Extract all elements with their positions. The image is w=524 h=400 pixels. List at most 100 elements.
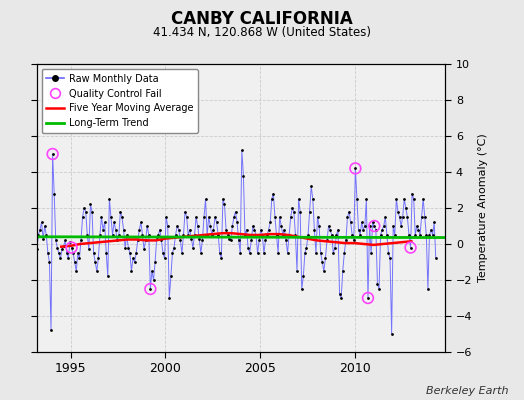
Point (152, 235, 161, 242)
Point (225, 235, 233, 242)
Point (249, 223, 257, 229)
Point (283, 250, 292, 256)
Point (64, 255, 72, 262)
Point (320, 268, 328, 274)
Point (373, 280, 381, 287)
Point (279, 232, 287, 238)
Point (406, 244, 414, 251)
Point (53, 244, 61, 251)
Point (39, 235, 47, 242)
Point (403, 214, 411, 220)
Point (146, 286, 155, 292)
Point (167, 273, 175, 280)
Point (219, 196, 227, 202)
Point (146, 286, 155, 292)
Point (208, 232, 216, 238)
Point (348, 232, 356, 238)
Point (290, 208, 298, 215)
Point (272, 232, 281, 238)
Point (244, 244, 253, 251)
Point (367, 250, 375, 256)
Point (345, 208, 353, 215)
Text: Berkeley Earth: Berkeley Earth (426, 386, 508, 396)
Point (304, 232, 312, 238)
Point (68, 244, 76, 251)
Point (124, 244, 133, 251)
Point (383, 232, 391, 238)
Point (260, 250, 268, 256)
Point (107, 214, 115, 220)
Point (276, 214, 284, 220)
Point (112, 226, 120, 233)
Point (170, 244, 178, 251)
Point (394, 208, 402, 215)
Point (342, 237, 350, 244)
Point (62, 250, 71, 256)
Point (332, 232, 341, 238)
Point (159, 250, 167, 256)
Point (140, 246, 148, 253)
Point (337, 295, 345, 301)
Point (370, 223, 378, 229)
Point (58, 246, 66, 253)
Point (61, 237, 69, 244)
Point (265, 226, 273, 233)
Point (154, 232, 162, 238)
Point (398, 214, 407, 220)
Point (66, 239, 74, 245)
Point (362, 196, 370, 202)
Point (326, 226, 334, 233)
Point (397, 223, 405, 229)
Point (42, 232, 50, 238)
Point (157, 237, 166, 244)
Text: 41.434 N, 120.868 W (United States): 41.434 N, 120.868 W (United States) (153, 26, 371, 39)
Point (418, 214, 426, 220)
Point (356, 232, 364, 238)
Point (69, 250, 78, 256)
Point (48, 151, 57, 157)
Point (190, 232, 199, 238)
Point (138, 232, 147, 238)
Point (301, 250, 309, 256)
Point (94, 255, 103, 262)
Point (233, 219, 241, 226)
Text: CANBY CALIFORNIA: CANBY CALIFORNIA (171, 10, 353, 28)
Point (307, 183, 315, 190)
Point (96, 232, 104, 238)
Point (387, 331, 396, 337)
Point (93, 268, 101, 274)
Point (298, 286, 306, 292)
Point (182, 214, 191, 220)
Point (143, 223, 151, 229)
Point (37, 219, 46, 226)
Point (68, 244, 76, 251)
Point (196, 250, 205, 256)
Point (83, 232, 92, 238)
Point (331, 244, 339, 251)
Point (350, 237, 358, 244)
Point (129, 255, 137, 262)
Point (151, 259, 159, 265)
Point (48, 151, 57, 157)
Point (176, 237, 184, 244)
Point (121, 244, 129, 251)
Point (241, 232, 249, 238)
Point (258, 232, 267, 238)
Point (119, 226, 128, 233)
Point (189, 244, 197, 251)
Point (36, 226, 44, 233)
Point (266, 219, 275, 226)
Point (184, 232, 192, 238)
Point (77, 237, 85, 244)
Point (127, 268, 136, 274)
Point (56, 255, 64, 262)
Point (47, 327, 55, 334)
Point (280, 226, 289, 233)
Point (148, 268, 156, 274)
Point (406, 244, 414, 251)
Point (321, 255, 330, 262)
Point (209, 226, 217, 233)
Y-axis label: Temperature Anomaly (°C): Temperature Anomaly (°C) (478, 134, 488, 282)
Point (243, 226, 251, 233)
Point (72, 268, 81, 274)
